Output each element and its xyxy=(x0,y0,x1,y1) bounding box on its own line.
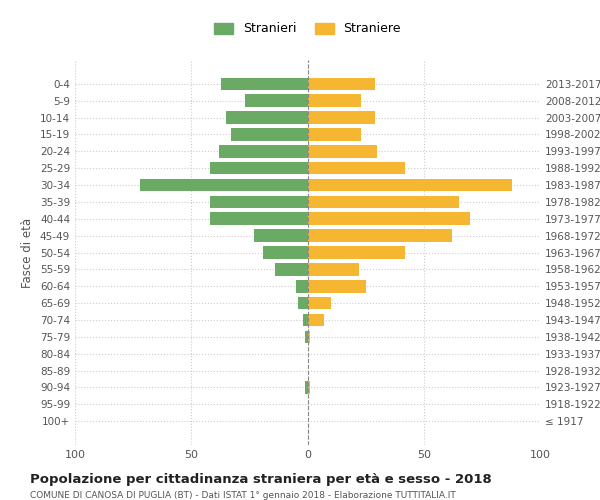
Bar xyxy=(305,330,308,343)
Bar xyxy=(140,178,308,192)
Bar xyxy=(308,128,361,141)
Bar xyxy=(308,145,377,158)
Bar xyxy=(231,128,308,141)
Bar xyxy=(298,297,308,310)
Legend: Stranieri, Straniere: Stranieri, Straniere xyxy=(208,16,407,42)
Bar xyxy=(275,263,308,276)
Bar xyxy=(308,78,375,90)
Bar xyxy=(308,94,361,107)
Bar xyxy=(308,246,405,259)
Bar xyxy=(245,94,308,107)
Bar xyxy=(308,230,452,242)
Text: Popolazione per cittadinanza straniera per età e sesso - 2018: Popolazione per cittadinanza straniera p… xyxy=(30,474,492,486)
Bar xyxy=(296,280,308,292)
Y-axis label: Fasce di età: Fasce di età xyxy=(22,218,34,288)
Bar xyxy=(308,111,375,124)
Text: COMUNE DI CANOSA DI PUGLIA (BT) - Dati ISTAT 1° gennaio 2018 - Elaborazione TUTT: COMUNE DI CANOSA DI PUGLIA (BT) - Dati I… xyxy=(30,490,456,500)
Bar xyxy=(308,162,405,174)
Bar xyxy=(305,381,308,394)
Bar xyxy=(308,314,324,326)
Bar xyxy=(219,145,308,158)
Bar xyxy=(308,178,512,192)
Bar xyxy=(308,330,310,343)
Bar xyxy=(308,196,458,208)
Bar xyxy=(254,230,308,242)
Bar xyxy=(210,162,308,174)
Bar xyxy=(303,314,308,326)
Bar xyxy=(308,297,331,310)
Bar xyxy=(221,78,308,90)
Bar xyxy=(263,246,308,259)
Bar xyxy=(226,111,308,124)
Bar xyxy=(210,212,308,225)
Bar xyxy=(308,212,470,225)
Bar xyxy=(308,263,359,276)
Bar xyxy=(308,280,365,292)
Bar xyxy=(308,381,310,394)
Bar xyxy=(210,196,308,208)
